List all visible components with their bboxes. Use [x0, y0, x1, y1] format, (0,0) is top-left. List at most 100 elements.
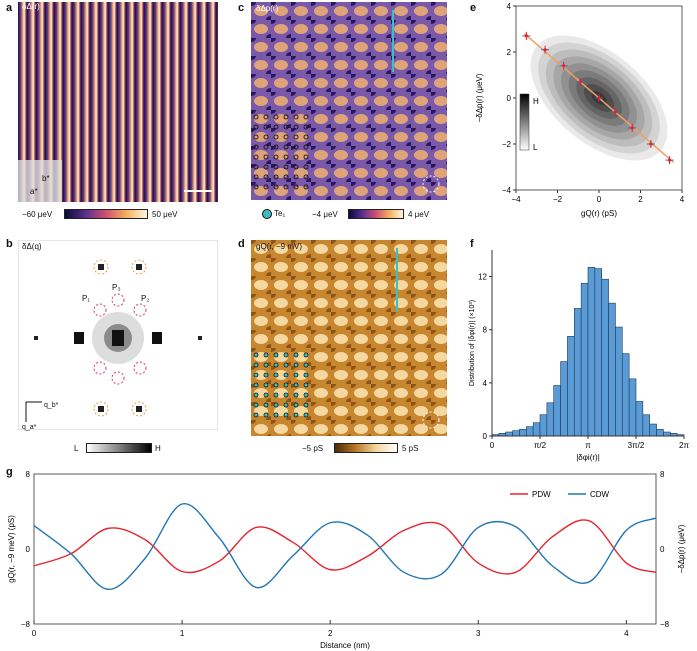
panel-f-histogram: 0 π/2 π 3π/2 2π 12 8 4 0 |δφi(r)| Distribution of …	[469, 250, 689, 462]
y-axis-label: −δΔp(r) (μeV)	[475, 73, 484, 122]
x-tick-label: −4	[511, 195, 521, 204]
x-tick-label: −2	[553, 195, 563, 204]
panel-d-letter: d	[238, 238, 245, 250]
histogram-bar	[608, 302, 616, 437]
x-axis-label: gQ(r) (pS)	[581, 209, 617, 218]
y-tick-label: 0	[507, 94, 512, 103]
y-tick-label: 8	[483, 326, 488, 335]
histogram-bar	[656, 429, 664, 437]
panel-c-cbar-min: −4 μeV	[312, 210, 338, 219]
panel-e-cbar-high: H	[533, 97, 539, 106]
y-tick-label-right: 8	[660, 470, 665, 479]
panel-g-frame	[33, 473, 657, 625]
x-tick-label: 0	[490, 441, 495, 450]
histogram-bar	[532, 422, 541, 437]
y-tick-label-right: −8	[660, 620, 670, 629]
x-tick-label: 0	[597, 195, 602, 204]
scatter-point	[614, 110, 618, 114]
panel-d-colorbar	[334, 443, 398, 453]
y-tick-label: 4	[507, 2, 512, 11]
panel-b-axis-qa: q_a*	[22, 424, 37, 431]
histogram-bar	[573, 308, 582, 437]
histogram-bar	[635, 401, 644, 437]
panel-g-letter: g	[6, 466, 13, 478]
histogram-bar	[649, 423, 657, 437]
panel-a-cbar-max: 50 μeV	[152, 210, 178, 219]
panel-e-cbar-low: L	[533, 143, 538, 152]
panel-c-legend: Te₁	[274, 209, 286, 218]
x-tick-label: 2	[638, 195, 643, 204]
scatter-point	[562, 64, 566, 68]
panel-a-colorbar	[64, 209, 148, 219]
x-tick-label: π/2	[534, 441, 547, 450]
y-axis-label-left: gQ(r, −9 meV) (pS)	[7, 515, 16, 583]
panel-a-letter: a	[6, 2, 13, 14]
y-tick-label: 2	[507, 48, 512, 57]
panel-b-cbar-low: L	[74, 444, 79, 453]
y-tick-label: 12	[478, 273, 487, 282]
panel-b-axis-qb: q_b*	[44, 402, 59, 409]
x-axis-label: Distance (nm)	[320, 641, 370, 650]
histogram-bar	[628, 378, 637, 437]
histogram-bar	[663, 431, 671, 437]
histogram-bar	[525, 426, 534, 437]
y-tick-label-right: 0	[660, 545, 665, 554]
panel-b-p2: P₂	[141, 294, 150, 303]
scatter-point	[524, 34, 528, 38]
histogram-bar	[546, 402, 555, 437]
histogram-bar	[621, 353, 630, 437]
histogram-bar	[553, 385, 561, 437]
pdw-line	[33, 519, 657, 575]
panel-e-letter: e	[470, 2, 477, 14]
x-tick-label: 3π/2	[628, 441, 645, 450]
panel-a-axis-b: b*	[42, 174, 50, 183]
histogram-bar	[567, 336, 575, 437]
legend-pdw-label: PDW	[532, 490, 551, 499]
legend-cdw-label: CDW	[590, 490, 610, 499]
scatter-point	[667, 158, 672, 162]
panel-a-scale-bar	[184, 190, 212, 192]
histogram-bar	[642, 414, 651, 437]
panel-c-cbar-max: 4 μeV	[408, 210, 430, 219]
y-tick-label: −4	[502, 186, 512, 195]
histogram-bar	[512, 430, 520, 437]
histogram-bar	[601, 278, 609, 437]
x-tick-label: 4	[680, 195, 685, 204]
histogram-bar	[539, 414, 548, 437]
panel-a-stripe-map	[18, 2, 218, 202]
te1-legend-icon	[262, 209, 272, 219]
x-tick-label: 2	[328, 629, 333, 638]
y-tick-label-left: 0	[26, 545, 31, 554]
panel-b-colorbar	[86, 443, 152, 453]
x-axis-label: |δφi(r)|	[576, 453, 600, 462]
scatter-point	[543, 48, 547, 52]
y-tick-label: 0	[483, 432, 488, 441]
panel-d-cdw-map	[251, 240, 447, 436]
histogram-bar	[519, 429, 527, 437]
x-tick-label: π	[585, 441, 591, 450]
panel-b-p1: P₁	[82, 294, 91, 303]
y-axis-label-right: −δΔp(r) (μeV)	[677, 524, 686, 573]
panel-f-letter: f	[470, 238, 474, 250]
x-tick-label: 4	[624, 629, 629, 638]
panel-c-pdw-map	[251, 2, 447, 200]
panel-b-p3: P₃	[112, 283, 121, 292]
panel-a-title: δΔ(r)	[22, 2, 40, 11]
panel-e-colorbar	[519, 93, 530, 151]
cdw-line	[33, 503, 657, 591]
panel-a-axis-a: a*	[30, 187, 38, 196]
y-tick-label-left: −8	[21, 620, 31, 629]
x-tick-label: 3	[476, 629, 481, 638]
x-tick-label: 2π	[679, 441, 689, 450]
x-tick-label: 0	[32, 629, 37, 638]
panel-e-scatter: −4 −2 0 2 4 4 2 0 −2 −4 gQ(r) (pS) −δΔp(r) (μeV) H L	[475, 2, 685, 218]
histogram-bar	[580, 282, 589, 437]
y-tick-label-left: 8	[26, 470, 31, 479]
panel-b-cbar-high: H	[155, 444, 161, 453]
panel-d-cbar-max: 5 pS	[402, 444, 419, 453]
scatter-point	[597, 96, 601, 100]
panel-c-letter: c	[238, 2, 245, 14]
histogram-bar	[615, 326, 623, 437]
panel-a-cbar-min: −60 μeV	[22, 210, 53, 219]
